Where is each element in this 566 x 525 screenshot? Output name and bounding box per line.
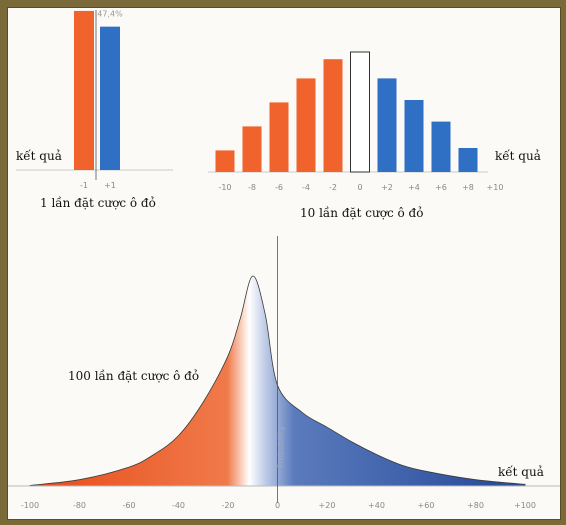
chart-canvas: 52,6%-147,4%+1 kết quả 1 lần đặt cược ô … bbox=[8, 8, 560, 519]
chart2-bar-5 bbox=[351, 52, 370, 172]
chart2-tick-7: +4 bbox=[408, 183, 420, 192]
chart3-tick-3: -40 bbox=[172, 501, 185, 510]
chart3-tick-6: +20 bbox=[319, 501, 336, 510]
chart3-tick-1: -80 bbox=[73, 501, 86, 510]
chart3-tick-9: +80 bbox=[467, 501, 484, 510]
chart2-bar-1 bbox=[243, 126, 262, 172]
chart2-tick-10: +10 bbox=[487, 183, 504, 192]
chart2-caption: 10 lần đặt cược ô đỏ bbox=[300, 205, 423, 220]
chart-hundred-bets: Probability -100 -80 -60 -40 -20 0 +20 +40 +60 +8… bbox=[8, 236, 560, 510]
chart1-bar-1 bbox=[100, 27, 120, 170]
chart1-data-label-1: 47,4% bbox=[97, 10, 123, 19]
chart2-bar-3 bbox=[297, 78, 316, 172]
chart2-tick-4: -2 bbox=[329, 183, 337, 192]
chart-ten-bets: -10 -8 -6 -4 -2 0 +2 +4 +6 +8 +10 kết quả 10 lần đ… bbox=[208, 52, 541, 220]
chart2-tick-0: -10 bbox=[218, 183, 231, 192]
chart1-caption: 1 lần đặt cược ô đỏ bbox=[40, 195, 156, 210]
chart2-tick-9: +8 bbox=[462, 183, 474, 192]
chart2-bar-9 bbox=[459, 148, 478, 172]
chart2-bar-8 bbox=[432, 122, 451, 172]
chart2-tick-2: -6 bbox=[275, 183, 283, 192]
chart2-tick-1: -8 bbox=[248, 183, 256, 192]
chart-single-bet: 52,6%-147,4%+1 kết quả 1 lần đặt cược ô … bbox=[16, 8, 173, 210]
chart3-caption: 100 lần đặt cược ô đỏ bbox=[68, 368, 199, 383]
chart3-tick-4: -20 bbox=[221, 501, 234, 510]
chart3-tick-2: -60 bbox=[122, 501, 135, 510]
chart3-tick-5: 0 bbox=[275, 501, 280, 510]
chart2-tick-8: +6 bbox=[435, 183, 447, 192]
chart2-bar-2 bbox=[270, 102, 289, 172]
chart2-bar-0 bbox=[216, 150, 235, 172]
chart3-tick-10: +100 bbox=[514, 501, 536, 510]
zero-line-label: Probability bbox=[277, 425, 286, 468]
chart2-bar-6 bbox=[378, 78, 397, 172]
chart3-tick-8: +60 bbox=[418, 501, 435, 510]
chart2-tick-5: 0 bbox=[357, 183, 362, 192]
chart3-tick-7: +40 bbox=[368, 501, 385, 510]
chart3-xlabel: kết quả bbox=[498, 464, 544, 479]
chart2-tick-3: -4 bbox=[302, 183, 310, 192]
chart2-bar-7 bbox=[405, 100, 424, 172]
chart3-tick-0: -100 bbox=[21, 501, 39, 510]
chart2-xlabel: kết quả bbox=[495, 148, 541, 163]
chart2-bar-4 bbox=[324, 59, 343, 172]
chart1-xlabel: kết quả bbox=[16, 148, 62, 163]
chart1-bar-0 bbox=[74, 11, 94, 170]
chart1-tick-0: -1 bbox=[80, 181, 88, 190]
figure-frame: 52,6%-147,4%+1 kết quả 1 lần đặt cược ô … bbox=[7, 7, 561, 520]
chart2-tick-6: +2 bbox=[381, 183, 393, 192]
chart1-tick-1: +1 bbox=[104, 181, 116, 190]
